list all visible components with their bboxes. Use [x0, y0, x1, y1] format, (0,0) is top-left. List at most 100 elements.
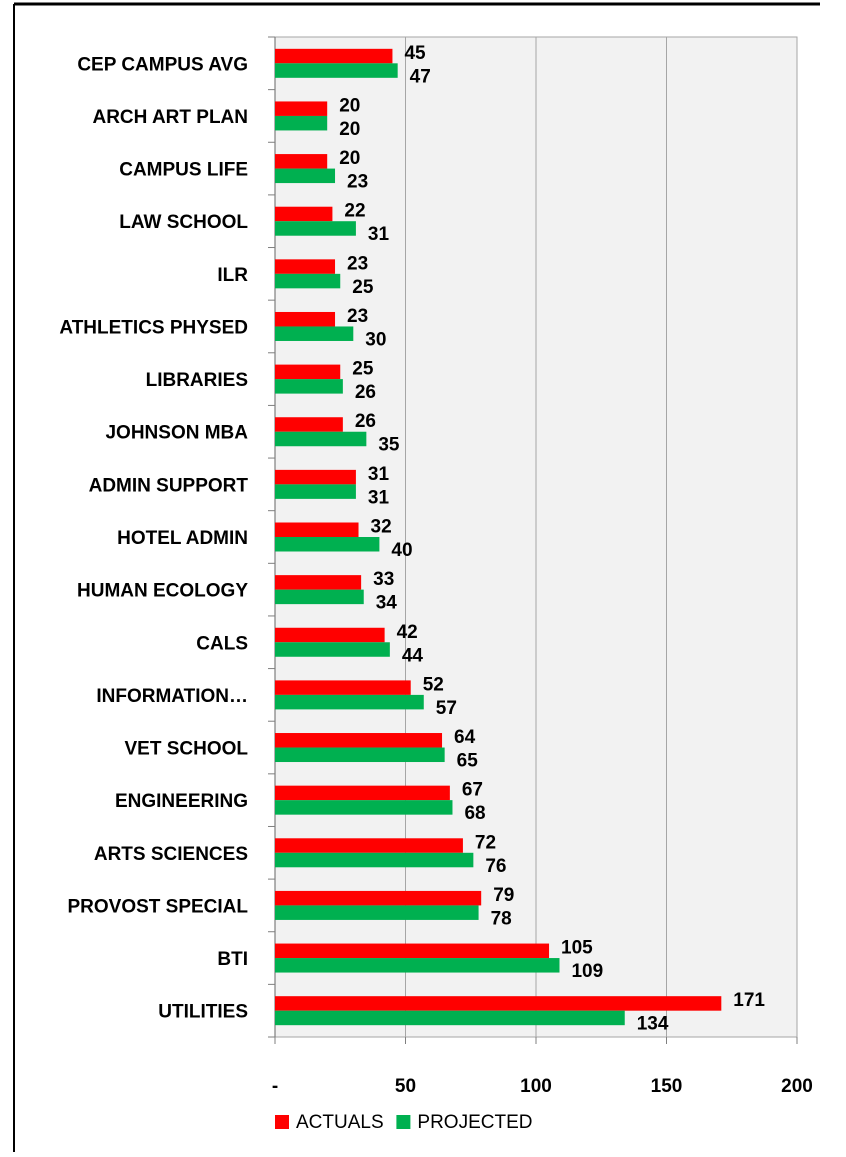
- value-label-actuals: 32: [371, 517, 392, 538]
- value-label-projected: 68: [464, 803, 485, 824]
- bar-projected: [275, 537, 380, 552]
- bar-projected: [275, 800, 453, 815]
- value-label-projected: 57: [436, 698, 457, 719]
- category-label: ARTS SCIENCES: [94, 844, 248, 865]
- value-label-actuals: 45: [404, 43, 426, 64]
- bar-projected: [275, 431, 367, 447]
- bar-actuals: [275, 101, 328, 116]
- x-tick-label: 150: [651, 1076, 683, 1097]
- value-label-projected: 78: [491, 908, 512, 929]
- value-label-actuals: 25: [352, 359, 374, 380]
- value-label-projected: 76: [485, 856, 506, 877]
- bar-projected: [275, 694, 424, 710]
- bar-projected: [275, 168, 336, 184]
- value-labels: 4547202020232231232523302526263531313240…: [339, 43, 765, 1035]
- category-label: ADMIN SUPPORT: [89, 475, 249, 496]
- value-label-actuals: 20: [339, 148, 360, 169]
- bar-actuals: [275, 575, 362, 590]
- value-label-projected: 23: [347, 172, 368, 193]
- category-label: JOHNSON MBA: [105, 423, 248, 444]
- bar-projected: [275, 1010, 625, 1026]
- value-label-actuals: 72: [475, 832, 496, 853]
- bar-actuals: [275, 785, 450, 801]
- value-label-projected: 34: [376, 593, 398, 614]
- value-label-actuals: 23: [347, 306, 368, 327]
- bar-actuals: [275, 943, 550, 959]
- category-label: PROVOST SPECIAL: [67, 896, 248, 917]
- bar-actuals: [275, 364, 341, 380]
- value-label-projected: 109: [571, 961, 603, 982]
- bar-actuals: [275, 996, 722, 1011]
- value-label-projected: 35: [378, 435, 400, 456]
- value-label-projected: 44: [402, 645, 424, 666]
- bars: [275, 48, 722, 1026]
- value-label-actuals: 31: [368, 464, 390, 485]
- bar-projected: [275, 747, 445, 763]
- bar-projected: [275, 221, 356, 236]
- bar-actuals: [275, 259, 336, 274]
- value-label-projected: 30: [365, 329, 386, 350]
- category-label: ARCH ART PLAN: [92, 107, 248, 128]
- value-label-actuals: 171: [733, 990, 765, 1011]
- value-label-projected: 65: [457, 751, 479, 772]
- bar-actuals: [275, 417, 343, 432]
- category-label: UTILITIES: [158, 1002, 248, 1023]
- value-label-actuals: 52: [423, 674, 444, 695]
- x-axis-ticks: - 50 100 150 200: [272, 1076, 813, 1097]
- bar-actuals: [275, 469, 356, 485]
- category-labels: CEP CAMPUS AVG ARCH ART PLAN CAMPUS LIFE LA…: [59, 54, 248, 1022]
- category-label: CALS: [196, 633, 248, 654]
- bar-projected: [275, 115, 328, 131]
- value-label-projected: 26: [355, 382, 376, 403]
- legend: ACTUALS PROJECTED: [275, 1112, 532, 1133]
- bar-actuals: [275, 48, 393, 64]
- value-label-actuals: 79: [493, 885, 514, 906]
- value-label-actuals: 67: [462, 780, 483, 801]
- value-label-actuals: 33: [373, 569, 394, 590]
- bar-projected: [275, 326, 354, 341]
- category-label: HUMAN ECOLOGY: [77, 581, 248, 602]
- bar-actuals: [275, 838, 463, 853]
- value-label-actuals: 64: [454, 727, 476, 748]
- bar-actuals: [275, 890, 482, 906]
- value-label-projected: 20: [339, 119, 360, 140]
- bar-projected: [275, 852, 474, 868]
- legend-label: PROJECTED: [417, 1112, 532, 1133]
- category-label: ILR: [217, 265, 248, 286]
- value-label-projected: 31: [368, 224, 390, 245]
- bar-actuals: [275, 206, 333, 222]
- value-label-actuals: 23: [347, 253, 368, 274]
- bar-projected: [275, 958, 560, 973]
- category-label: LAW SCHOOL: [119, 212, 248, 233]
- category-label: ATHLETICS PHYSED: [59, 317, 248, 338]
- value-label-projected: 25: [352, 277, 374, 298]
- category-label: INFORMATION…: [96, 686, 248, 707]
- value-label-projected: 134: [637, 1014, 669, 1035]
- bar-projected: [275, 589, 364, 605]
- x-tick-label: -: [272, 1076, 278, 1097]
- bar-projected: [275, 379, 343, 394]
- x-tick-label: 50: [395, 1076, 416, 1097]
- value-label-actuals: 20: [339, 95, 360, 116]
- value-label-projected: 47: [410, 66, 431, 87]
- legend-label: ACTUALS: [296, 1112, 384, 1133]
- bar-projected: [275, 905, 479, 920]
- value-label-projected: 40: [391, 540, 412, 561]
- category-label: CAMPUS LIFE: [119, 160, 248, 181]
- bar-actuals: [275, 311, 336, 327]
- value-label-projected: 31: [368, 487, 390, 508]
- value-label-actuals: 26: [355, 411, 376, 432]
- bar-actuals: [275, 733, 443, 748]
- x-tick-label: 100: [520, 1076, 552, 1097]
- bar-projected: [275, 273, 341, 289]
- bar-actuals: [275, 680, 411, 695]
- legend-swatch: [275, 1115, 289, 1129]
- bar-actuals: [275, 627, 385, 643]
- bar-actuals: [275, 522, 359, 537]
- value-label-actuals: 22: [344, 201, 365, 222]
- bar-actuals: [275, 154, 328, 169]
- value-label-actuals: 105: [561, 938, 593, 959]
- category-label: HOTEL ADMIN: [117, 528, 248, 549]
- bar-projected: [275, 642, 390, 657]
